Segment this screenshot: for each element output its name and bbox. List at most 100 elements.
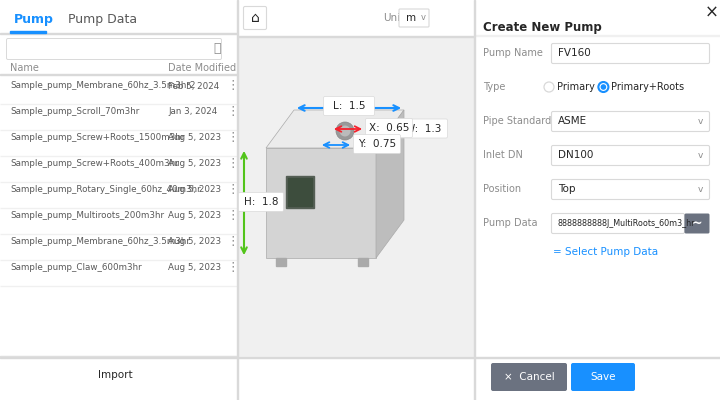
Bar [288,178,312,206]
Text: Sample_pump_Multiroots_200m3hr: Sample_pump_Multiroots_200m3hr [10,212,164,220]
Text: ⋮: ⋮ [226,80,238,92]
Text: Pipe Standard: Pipe Standard [483,116,552,126]
Bar [238,0,474,36]
Circle shape [544,82,554,92]
Text: X:  0.65: X: 0.65 [369,123,409,133]
Bar [286,176,314,208]
Text: Name: Name [10,63,39,73]
Text: Date Modified: Date Modified [168,63,236,73]
Text: v: v [698,116,703,126]
Text: v: v [698,150,703,160]
Bar [0,357,720,400]
Bar [10,31,46,33]
Text: Feb 5, 2024: Feb 5, 2024 [168,82,220,90]
FancyBboxPatch shape [238,192,284,212]
Text: H:  1.8: H: 1.8 [244,197,278,207]
Text: Aug 5, 2023: Aug 5, 2023 [168,134,221,142]
FancyBboxPatch shape [6,362,76,388]
Text: Unit:: Unit: [383,13,408,23]
Bar [0,357,720,358]
Text: Aug 5, 2023: Aug 5, 2023 [168,186,221,194]
Text: ~: ~ [692,216,702,230]
Bar [358,258,368,266]
Text: Save: Save [590,372,616,382]
Bar [0,356,237,357]
Text: W:  1.3: W: 1.3 [405,124,441,134]
FancyBboxPatch shape [243,6,266,30]
Text: Import: Import [98,370,132,380]
Polygon shape [266,148,376,258]
FancyBboxPatch shape [6,38,222,60]
Text: Inlet DN: Inlet DN [483,150,523,160]
Text: Sample_pump_Screw+Roots_1500m3hr: Sample_pump_Screw+Roots_1500m3hr [10,134,184,142]
FancyBboxPatch shape [366,118,413,138]
Text: Type: Type [483,82,505,92]
Bar [0,0,237,400]
Text: v: v [698,184,703,194]
Polygon shape [376,110,404,258]
Text: Sample_pump_Rotary_Single_60hz_40m3hr: Sample_pump_Rotary_Single_60hz_40m3hr [10,186,201,194]
Text: ⋮: ⋮ [226,106,238,118]
Text: Sample_pump_Claw_600m3hr: Sample_pump_Claw_600m3hr [10,264,142,272]
Text: Pump Name: Pump Name [483,48,543,58]
Bar [0,356,237,400]
Text: ⋮: ⋮ [226,262,238,274]
Bar [238,0,474,400]
Text: FV160: FV160 [558,48,590,58]
Circle shape [340,126,351,136]
Bar [475,0,720,400]
Text: Aug 5, 2023: Aug 5, 2023 [168,264,221,272]
Circle shape [598,82,608,92]
Text: ⌕: ⌕ [213,42,220,56]
Text: ⋮: ⋮ [226,236,238,248]
Text: Top: Top [558,184,575,194]
Text: ⌂: ⌂ [251,11,259,25]
Text: m: m [406,13,416,23]
Circle shape [600,84,606,90]
Text: Y:  0.75: Y: 0.75 [358,139,396,149]
FancyBboxPatch shape [552,44,709,64]
Text: Sample_pump_Membrane_60hz_3.5m3hr: Sample_pump_Membrane_60hz_3.5m3hr [10,238,190,246]
Bar [475,35,720,36]
FancyBboxPatch shape [571,363,635,391]
Text: Pump Data: Pump Data [483,218,538,228]
Text: Sample_pump_Scroll_70m3hr: Sample_pump_Scroll_70m3hr [10,108,140,116]
Text: Primary+Roots: Primary+Roots [611,82,685,92]
FancyBboxPatch shape [323,96,374,116]
Text: Sample_pump_Screw+Roots_400m3hr: Sample_pump_Screw+Roots_400m3hr [10,160,179,168]
Circle shape [336,122,354,140]
Polygon shape [266,110,404,148]
Text: DN100: DN100 [558,150,593,160]
Text: + New: + New [24,370,58,380]
FancyBboxPatch shape [80,362,150,388]
Text: Aug 5, 2023: Aug 5, 2023 [168,160,221,168]
FancyBboxPatch shape [354,134,400,154]
Text: Position: Position [483,184,521,194]
Bar [238,36,474,37]
Text: ASME: ASME [558,116,587,126]
Bar [237,0,238,400]
Text: Jan 3, 2024: Jan 3, 2024 [168,108,217,116]
Bar [276,258,286,266]
Bar [0,33,237,34]
FancyBboxPatch shape [552,214,685,234]
Text: Aug 5, 2023: Aug 5, 2023 [168,212,221,220]
Circle shape [598,82,608,92]
Text: Sample_pump_Membrane_60hz_3.5m3hr2: Sample_pump_Membrane_60hz_3.5m3hr2 [10,82,196,90]
Text: 8888888888J_MultiRoots_60m3_hr: 8888888888J_MultiRoots_60m3_hr [557,218,695,228]
Text: ⋮: ⋮ [226,184,238,196]
Text: Pump Data: Pump Data [68,14,137,26]
Text: = Select Pump Data: = Select Pump Data [553,247,658,257]
FancyBboxPatch shape [552,112,709,132]
Text: Create New Pump: Create New Pump [483,22,602,34]
Text: Aug 5, 2023: Aug 5, 2023 [168,238,221,246]
Text: ⋮: ⋮ [226,210,238,222]
FancyBboxPatch shape [552,146,709,166]
Text: ⋮: ⋮ [226,158,238,170]
Text: ⋮: ⋮ [226,132,238,144]
FancyBboxPatch shape [399,9,429,27]
Text: Pump: Pump [14,14,54,26]
FancyBboxPatch shape [552,180,709,200]
Text: Primary: Primary [557,82,595,92]
Text: L:  1.5: L: 1.5 [333,101,365,111]
